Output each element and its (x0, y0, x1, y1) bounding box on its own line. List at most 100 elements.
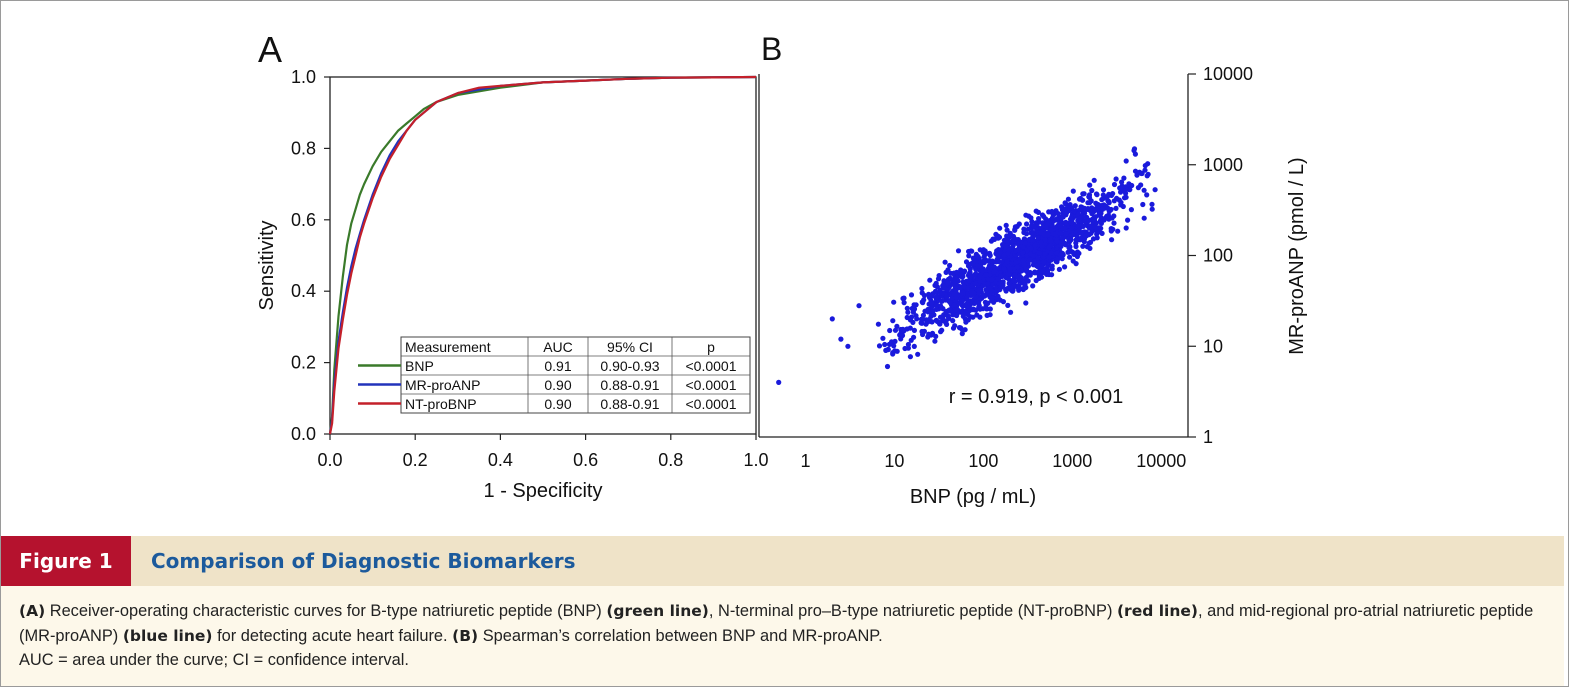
scatter-point (1013, 260, 1019, 266)
scatter-point (962, 268, 968, 274)
scatter-point (1070, 232, 1076, 238)
scatter-point (1077, 236, 1083, 242)
scatter-point (985, 281, 991, 287)
scatter-point (894, 323, 900, 329)
scatter-point (1091, 177, 1097, 183)
scatter-point (1060, 210, 1066, 216)
scatter-point (1021, 278, 1027, 284)
scatter-point (1035, 209, 1041, 215)
scatter-point (1000, 279, 1006, 285)
scatter-point (997, 249, 1004, 255)
scatter-point (965, 291, 971, 297)
scatter-point (1067, 254, 1073, 260)
scatter-point (1100, 187, 1107, 193)
scatter-point (1039, 263, 1045, 269)
scatter-point (1020, 257, 1026, 264)
scatter-point (920, 300, 926, 306)
scatter-point (1142, 163, 1148, 169)
legend-table-cell: 0.90 (544, 396, 571, 412)
scatter-point (952, 278, 958, 284)
scatter-point (1128, 207, 1134, 213)
scatter-point (838, 336, 844, 342)
scatter-point (919, 285, 925, 292)
scatter-point (1034, 263, 1040, 269)
scatter-point (947, 300, 953, 306)
scatter-point (941, 285, 947, 291)
scatter-point (776, 379, 782, 385)
scatter-point (1132, 151, 1138, 157)
scatter-y-axis-label: MR-proANP (pmol / L) (1286, 157, 1308, 354)
scatter-point (1073, 237, 1079, 243)
scatter-point (1005, 302, 1011, 308)
scatter-point (1063, 219, 1069, 225)
scatter-y-tick-label: 10 (1203, 336, 1223, 356)
legend-table-header: 95% CI (607, 339, 653, 355)
scatter-point (954, 269, 960, 275)
scatter-point (1087, 182, 1093, 188)
scatter-x-tick-label: 10000 (1136, 451, 1186, 471)
scatter-point (950, 318, 956, 324)
figure-plots: A B 0.0 0.2 0.4 0.6 0.8 1.0 0.0 0.2 0.4 0.6 0.8 1.0… (256, 29, 1308, 508)
scatter-point (954, 307, 961, 313)
scatter-point (1111, 213, 1117, 219)
scatter-point (889, 339, 895, 345)
scatter-point (961, 310, 968, 317)
scatter-point (982, 257, 988, 264)
scatter-point (1138, 170, 1145, 177)
scatter-point (977, 278, 983, 284)
scatter-point (907, 354, 914, 360)
scatter-point (980, 249, 986, 255)
scatter-point (1109, 237, 1115, 243)
legend-table-cell: BNP (405, 358, 434, 374)
scatter-point (1116, 197, 1122, 203)
scatter-point (1029, 237, 1035, 243)
legend-table-cell: <0.0001 (686, 396, 737, 412)
roc-x-tick-label: 1.0 (743, 450, 768, 470)
scatter-point (1030, 283, 1036, 289)
scatter-point (1045, 267, 1051, 273)
scatter-point (1048, 242, 1054, 249)
scatter-point (1084, 206, 1090, 212)
scatter-point (1088, 230, 1094, 236)
scatter-point (989, 295, 995, 301)
scatter-point (882, 341, 888, 348)
scatter-x-tick-label: 1000 (1052, 451, 1092, 471)
scatter-point (1095, 203, 1102, 209)
scatter-point (1022, 282, 1028, 288)
scatter-point (975, 263, 981, 269)
legend-table-cell: 0.88-0.91 (600, 377, 659, 393)
scatter-point (947, 262, 953, 269)
scatter-point (876, 343, 883, 349)
scatter-point (944, 294, 950, 300)
scatter-point (1078, 204, 1084, 210)
scatter-point (1037, 268, 1044, 274)
scatter-point (933, 306, 940, 312)
scatter-point (1043, 216, 1049, 222)
scatter-x-axis-label: BNP (pg / mL) (910, 486, 1036, 508)
scatter-point (1126, 181, 1132, 187)
scatter-point (1001, 266, 1007, 272)
scatter-point (1106, 208, 1112, 214)
scatter-point (887, 327, 893, 334)
scatter-point (1149, 206, 1155, 212)
scatter-point (910, 319, 916, 325)
scatter-point (884, 363, 891, 370)
scatter-point (997, 225, 1003, 231)
roc-curve-nt-probnp (328, 75, 757, 435)
scatter-point (1152, 187, 1158, 193)
caption-text-1: Receiver-operating characteristic curves… (45, 602, 607, 620)
scatter-point (1010, 277, 1016, 283)
scatter-point (1016, 221, 1022, 227)
scatter-point (1104, 213, 1110, 219)
scatter-point (1049, 263, 1055, 269)
scatter-point (1122, 188, 1128, 194)
scatter-point (1089, 187, 1095, 194)
scatter-point (945, 280, 951, 286)
scatter-chart: 1 10 100 1000 10000 1 10 100 1000 10000 BNP (pg / … (758, 64, 1308, 508)
scatter-point (1086, 240, 1092, 246)
scatter-point (935, 276, 942, 282)
scatter-point (984, 306, 990, 312)
scatter-point (1042, 237, 1048, 243)
scatter-point (1055, 210, 1061, 217)
scatter-point (1098, 220, 1104, 226)
